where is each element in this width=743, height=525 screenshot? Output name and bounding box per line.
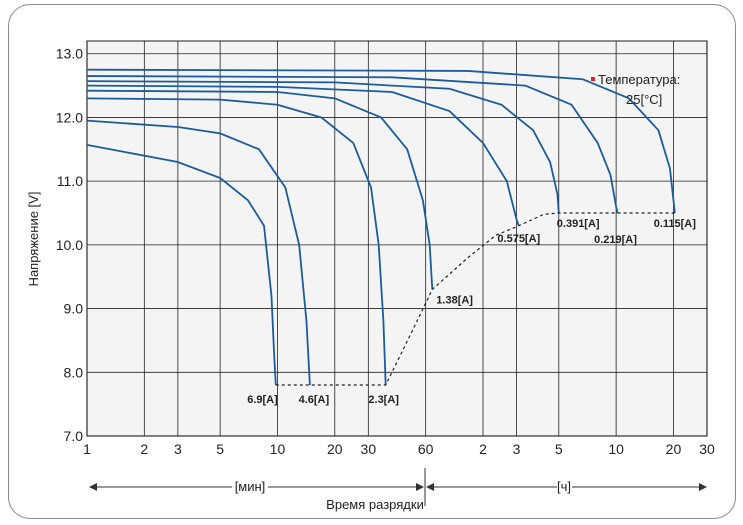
y-tick-label: 9.0 [64,301,84,317]
curve-labels: 6.9[A] 4.6[A] 2.3[A] 1.38[A] 0.575[A] 0.391[A… [247,218,696,406]
curve-current-label: 2.3[A] [368,394,399,406]
x-tick-label: 30 [361,441,377,457]
curve-current-label: 0.575[A] [497,233,540,245]
annotation-line-1: Температура: [598,72,680,87]
curve-current-label: 4.6[A] [299,394,330,406]
x-tick-label: 5 [555,441,563,457]
y-tick-label: 12.0 [56,109,83,125]
y-tick-label: 7.0 [64,428,84,444]
discharge-curve [86,89,434,290]
discharge-curve [86,119,311,386]
discharge-curve [86,75,619,214]
x-tick-label: 3 [513,441,521,457]
discharge-curve [86,97,387,386]
x-tick-label: 1 [83,441,91,457]
x-tick-label: 10 [608,441,624,457]
y-axis-title: Напряжение [V] [26,192,41,287]
temperature-annotation: Температура: 25[°C] [591,72,680,107]
discharge-curve [86,143,277,386]
x-tick-label: 20 [327,441,343,457]
curve-current-label: 6.9[A] [247,394,278,406]
discharge-curve [86,80,560,214]
x-tick-label: 2 [479,441,487,457]
x-tick-label: 20 [666,441,682,457]
x-tick-label: 10 [270,441,286,457]
discharge-curve [86,84,520,227]
y-tick-label: 10.0 [56,237,83,253]
x-axis-ranges: [мин] [ч] Время разрядки [89,468,707,512]
hours-range-label: [ч] [557,479,571,494]
minutes-range-label: [мин] [235,479,266,494]
y-tick-label: 13.0 [56,46,83,62]
x-tick-label: 30 [699,441,715,457]
x-axis-title: Время разрядки [326,497,424,512]
annotation-line-2: 25[°C] [626,92,662,107]
discharge-curve [86,68,676,214]
y-tick-label: 11.0 [57,173,83,189]
x-tick-label: 3 [174,441,182,457]
plot-area [86,40,708,437]
curve-current-label: 1.38[A] [436,294,473,306]
axis-ticks: 1 2 3 5 10 20 30 60 2 3 5 10 20 30 7.0 8.0 9.0 10.0 11.0 12… [56,46,715,457]
annotation-marker [591,77,595,81]
grid-lines [86,41,708,437]
y-tick-label: 8.0 [64,364,84,380]
plot-background [86,40,708,437]
end-voltage-dotted-line [275,212,675,386]
curve-current-label: 0.219[A] [594,234,637,246]
curve-current-label: 0.115[A] [654,218,697,230]
cutoff-line [275,212,675,386]
x-tick-label: 60 [418,441,434,457]
x-tick-label: 2 [140,441,148,457]
x-tick-label: 5 [216,441,224,457]
discharge-curves [86,68,676,386]
curve-current-label: 0.391[A] [557,218,600,230]
